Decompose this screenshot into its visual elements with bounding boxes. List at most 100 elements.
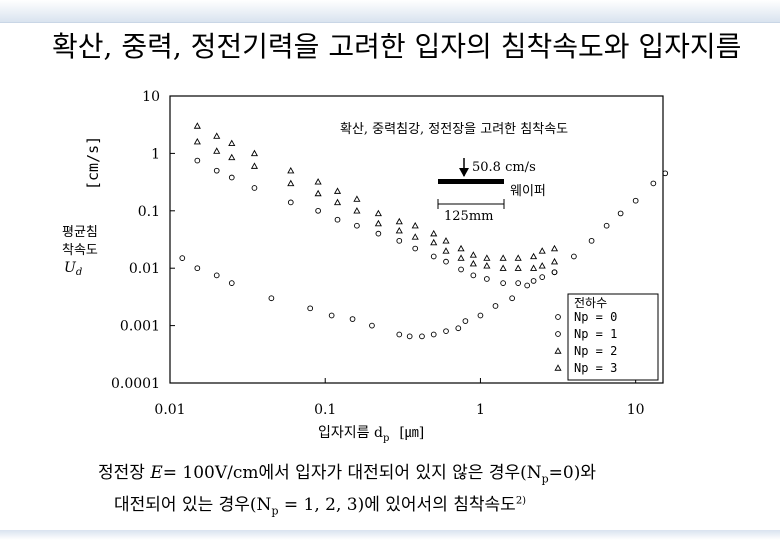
x-tick-label-3: 10 [627,402,645,418]
x-tick-label-1: 0.1 [314,402,336,418]
point-s1-4 [287,199,294,206]
slide-title: 확산, 중력, 정전기력을 고려한 입자의 침착속도와 입자지름 [52,30,742,63]
header-band [0,0,780,23]
point-s0-5 [307,305,314,312]
y-tick-label-5: 0.0001 [111,376,160,392]
flow-arrow-icon [459,168,469,177]
point-s1-12 [443,258,449,265]
y-tick-label-2: 0.1 [138,204,160,220]
point-s0-8 [369,322,375,329]
point-s3-17 [514,254,522,261]
point-s1-13 [458,266,464,273]
point-s3-11 [430,229,438,237]
legend-marker-3 [554,364,562,371]
point-s3-5 [314,178,322,185]
series-0 [179,170,669,340]
point-s3-12 [442,237,450,244]
point-s1-5 [315,207,321,214]
point-s2-10 [411,233,419,240]
y-tick-label-1: 1 [151,146,160,162]
point-s3-19 [538,247,546,254]
point-s1-18 [530,278,537,284]
point-s1-19 [539,274,546,280]
point-s3-8 [374,209,382,217]
point-s0-21 [571,253,577,260]
point-s1-0 [194,157,201,164]
point-s3-13 [457,244,465,252]
point-s1-20 [551,269,558,276]
point-s3-16 [499,254,507,261]
point-s0-3 [228,280,235,286]
point-s0-26 [650,180,657,187]
legend-box [567,293,659,381]
point-s0-0 [179,255,186,261]
legend-label-0: Np = 0 [574,310,617,324]
point-s1-7 [354,222,360,229]
point-s2-7 [353,207,361,214]
point-s2-14 [469,259,477,267]
point-s3-9 [395,217,403,225]
point-s3-1 [213,132,221,139]
point-s3-4 [287,166,295,174]
point-s0-13 [443,328,449,335]
point-s2-15 [483,262,491,269]
point-s2-0 [193,137,201,145]
plot-frame [169,95,664,384]
point-s2-8 [374,219,382,227]
legend-marker-1 [555,331,561,337]
point-s1-2 [228,174,235,181]
y-tick-label-3: 0.01 [129,261,160,277]
point-s3-20 [550,244,559,252]
point-s3-14 [469,251,477,258]
point-s0-19 [524,282,531,289]
point-s0-16 [477,312,484,319]
series-1 [194,157,558,286]
y-tick-label-0: 10 [142,89,160,105]
point-s2-18 [530,264,538,271]
point-s0-22 [588,237,595,244]
point-s2-17 [514,264,522,271]
point-s2-4 [287,179,295,187]
point-s1-16 [500,280,506,286]
point-s0-23 [603,222,610,229]
footer-band [0,530,780,540]
point-s2-12 [442,247,450,254]
point-s1-9 [396,237,403,244]
x-tick-label-2: 1 [476,402,485,418]
point-s1-10 [412,245,419,252]
point-s0-4 [268,295,275,302]
point-s3-15 [483,254,491,261]
point-s2-3 [250,162,259,169]
annotation-title: 확산, 중력침강, 정전장을 고려한 침착속도 [340,122,568,137]
wafer-bar [438,179,504,184]
point-s2-6 [333,198,342,206]
point-s1-14 [470,272,477,279]
point-s0-11 [419,333,425,340]
point-s2-2 [228,153,236,161]
caption-line-2: 대전되어 있는 경우(Np = 1, 2, 3)에 있어서의 침착속도2) [114,495,527,518]
point-s2-11 [430,238,438,246]
point-s0-2 [213,272,220,279]
point-s1-8 [375,230,382,237]
point-s2-16 [499,264,507,271]
y-tick-label-4: 0.001 [120,319,160,335]
y-axis-label-line2: 착속도 [62,243,98,258]
caption-line-1: 정전장 E= 100V/cm에서 입자가 대전되어 있지 않은 경우(Np=0)… [98,463,597,486]
point-s1-6 [334,216,341,223]
point-s1-3 [251,185,258,191]
point-s0-1 [194,265,201,272]
point-s0-6 [328,312,335,319]
point-s0-12 [430,331,437,338]
point-s3-18 [530,252,538,260]
point-s0-24 [617,210,624,217]
series-2 [193,137,559,271]
y-axis-symbol: Ud [64,260,82,278]
point-s2-1 [213,147,221,154]
point-s0-27 [662,170,669,177]
point-s0-17 [492,303,499,309]
point-s2-13 [457,254,465,261]
point-s3-6 [333,187,342,194]
point-s2-20 [550,257,559,265]
point-s3-0 [193,122,201,129]
annotation-length: 125mm [444,209,493,224]
